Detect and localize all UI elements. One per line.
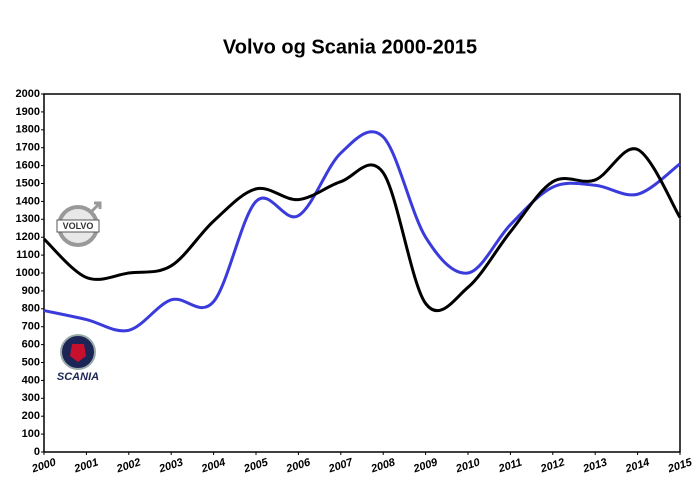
x-tick-label: 2003 [157, 456, 185, 475]
x-tick-label: 2008 [369, 456, 398, 476]
y-tick-label: 1900 [16, 106, 40, 118]
x-tick-label: 2009 [411, 456, 440, 476]
y-tick-label: 1300 [16, 213, 40, 225]
y-tick-label: 1400 [16, 195, 40, 207]
legend-label: SCANIA [57, 371, 99, 383]
y-tick-label: 200 [22, 410, 40, 422]
x-tick-label: 2005 [242, 456, 271, 476]
x-tick-label: 2004 [199, 456, 227, 475]
y-tick-label: 1500 [16, 177, 40, 189]
x-tick-label: 2007 [326, 456, 355, 476]
x-tick-label: 2012 [538, 456, 566, 475]
y-tick-label: 700 [22, 321, 40, 333]
y-tick-label: 1600 [16, 160, 40, 172]
logo-band [56, 219, 100, 233]
y-tick-label: 300 [22, 392, 40, 404]
y-tick-label: 500 [22, 356, 40, 368]
x-tick-label: 2014 [623, 456, 651, 475]
x-tick-label: 2002 [114, 456, 142, 475]
volvo-logo: VOLVO [56, 201, 102, 247]
x-tick-label: 2013 [581, 456, 609, 475]
y-tick-label: 900 [22, 285, 40, 297]
y-tick-label: 100 [22, 428, 40, 440]
series-line [43, 130, 681, 333]
legend-label: VOLVO [63, 221, 94, 231]
y-tick-label: 0 [34, 446, 40, 458]
y-tick-label: 800 [22, 303, 40, 315]
y-tick-label: 1200 [16, 231, 40, 243]
y-tick-label: 2000 [16, 88, 40, 100]
scania-logo: SCANIA [57, 334, 99, 383]
logo-arrow [89, 201, 102, 214]
x-tick-label: 2006 [284, 456, 313, 476]
x-tick-label: 2000 [30, 456, 59, 476]
y-tick-label: 1700 [16, 142, 40, 154]
x-tick-label: 2010 [454, 456, 483, 476]
y-tick-label: 1100 [16, 249, 40, 261]
chart-title: Volvo og Scania 2000-2015 [223, 36, 477, 58]
x-tick-label: 2001 [72, 456, 100, 475]
y-tick-label: 1800 [16, 124, 40, 136]
x-tick-label: 2015 [666, 456, 695, 476]
y-tick-label: 600 [22, 339, 40, 351]
series-line [42, 147, 682, 312]
logo-griffin [70, 344, 86, 362]
y-tick-label: 1000 [16, 267, 40, 279]
x-tick-label: 2011 [496, 457, 523, 476]
y-tick-label: 400 [22, 374, 40, 386]
